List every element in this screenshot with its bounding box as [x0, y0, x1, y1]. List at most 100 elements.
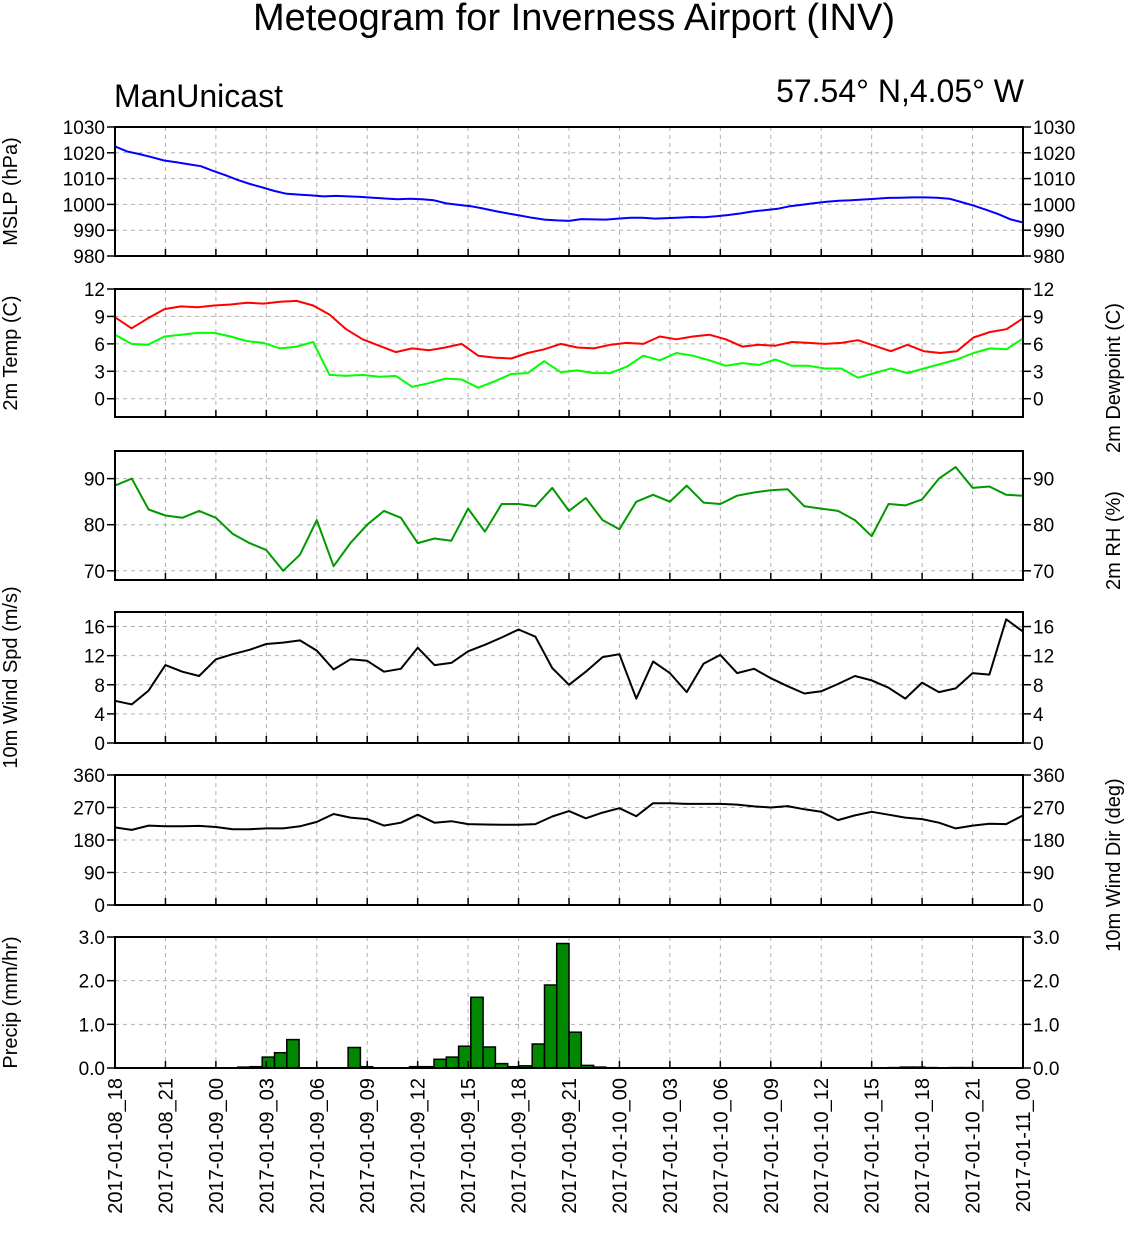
y-tick-label-right: 180	[1033, 831, 1065, 852]
y-tick-label-right: 360	[1033, 766, 1065, 787]
y-tick-label-right: 70	[1033, 562, 1054, 583]
y-tick-label: 1030	[63, 118, 105, 139]
y-tick-label: 990	[73, 221, 105, 242]
y-axis-label: 10m Wind Spd (m/s)	[0, 586, 22, 768]
y-axis-label: MSLP (hPa)	[0, 137, 22, 246]
y-tick-label: 0.0	[79, 1059, 105, 1080]
y-tick-label: 8	[94, 676, 105, 697]
y-axis-label: Precip (mm/hr)	[0, 936, 22, 1068]
y-tick-label-right: 1.0	[1033, 1015, 1059, 1036]
y-tick-label: 0	[94, 390, 105, 411]
y-tick-label-right: 0.0	[1033, 1059, 1059, 1080]
y-tick-label-right: 0	[1033, 390, 1044, 411]
y-tick-label-right: 1030	[1033, 118, 1075, 139]
y-tick-label-right: 0	[1033, 896, 1044, 917]
y-tick-label: 1.0	[79, 1015, 105, 1036]
y-tick-label: 12	[84, 280, 105, 301]
y-tick-label-right: 0	[1033, 734, 1044, 755]
y-tick-label: 1020	[63, 144, 105, 165]
x-tick-label: 2017-01-10_03	[660, 1078, 682, 1214]
y-tick-label-right: 90	[1033, 470, 1054, 491]
y-tick-label: 90	[84, 470, 105, 491]
x-tick-label: 2017-01-09_21	[559, 1078, 581, 1214]
precip-panel: 0.0 0.0 1.0 1.0 2.0 2.0 3.0 3.0 Precip (mm/hr)	[0, 928, 1059, 1080]
y-tick-label-right: 80	[1033, 516, 1054, 537]
x-tick-label: 2017-01-09_12	[408, 1078, 430, 1214]
y-tick-label: 1010	[63, 170, 105, 191]
precip-bar	[286, 1038, 300, 1069]
y-tick-label-right: 12	[1033, 280, 1054, 301]
y-tick-label-right: 1010	[1033, 170, 1075, 191]
precip-bar	[445, 1056, 460, 1069]
location-label: 57.54° N,4.05° W	[776, 73, 1025, 109]
y-tick-label-right: 1000	[1033, 195, 1075, 216]
x-tick-label: 2017-01-10_15	[862, 1078, 884, 1214]
x-tick-label: 2017-01-09_09	[357, 1078, 379, 1214]
y-tick-label-right: 270	[1033, 799, 1065, 820]
temp-panel: 0 0 3 3 6 6 9 9 12 12 2m Temp (C) 2m Dewpoint (C)	[0, 280, 1125, 453]
precip-bar	[457, 1045, 472, 1069]
y-tick-label: 12	[84, 647, 105, 668]
series-line	[114, 802, 1024, 831]
y-tick-label: 180	[73, 831, 105, 852]
y-tick-label: 3	[94, 362, 105, 383]
y-axis-label: 2m Temp (C)	[0, 295, 22, 410]
series-line	[114, 331, 1024, 389]
x-tick-label: 2017-01-10_12	[811, 1078, 833, 1214]
y-tick-label: 360	[73, 766, 105, 787]
rh-panel: 70 70 80 80 90 90 2m RH (%)	[84, 450, 1125, 590]
x-tick-label: 2017-01-10_00	[609, 1078, 631, 1214]
y-tick-label-right: 12	[1033, 647, 1054, 668]
y-tick-label-right: 980	[1033, 247, 1065, 268]
y-tick-label-right: 6	[1033, 335, 1044, 356]
y-tick-label: 3.0	[79, 928, 105, 949]
x-tick-label: 2017-01-09_18	[509, 1078, 531, 1214]
y-tick-label: 90	[84, 864, 105, 885]
precip-bar	[470, 996, 484, 1069]
y-tick-label: 80	[84, 516, 105, 537]
precip-bar	[555, 942, 570, 1069]
x-tick-label: 2017-01-10_21	[963, 1078, 985, 1214]
y-tick-label-right: 16	[1033, 618, 1054, 639]
wind-speed-panel: 0 0 4 4 8 8 12 12 16 16 10m Wind Spd (m/s)	[0, 586, 1054, 768]
y-tick-label: 9	[94, 307, 105, 328]
y-tick-label-right: 3	[1033, 362, 1044, 383]
y-tick-label-right: 9	[1033, 307, 1044, 328]
y-tick-label: 1000	[63, 195, 105, 216]
precip-bar	[273, 1051, 288, 1069]
x-tick-label: 2017-01-09_00	[206, 1078, 228, 1214]
x-tick-label: 2017-01-09_15	[458, 1078, 480, 1214]
series-line	[114, 299, 1024, 360]
x-tick-label: 2017-01-09_06	[307, 1078, 329, 1214]
precip-bar	[568, 1031, 583, 1069]
model-label: ManUnicast	[114, 78, 283, 114]
precip-bar	[482, 1046, 497, 1069]
y-tick-label: 0	[94, 734, 105, 755]
x-tick-label: 2017-01-08_21	[155, 1078, 177, 1214]
y-tick-label: 70	[84, 562, 105, 583]
precip-bar	[531, 1043, 546, 1069]
series-line	[114, 466, 1024, 572]
precip-bar	[433, 1058, 448, 1069]
y-axis-label-right: 10m Wind Dir (deg)	[1103, 778, 1125, 951]
mslp-panel: 980 980 990 990 1000 1000 1010 1010 1020 1020 1030…	[0, 118, 1075, 268]
y-tick-label: 16	[84, 618, 105, 639]
wind-dir-panel: 0 0 90 90 180 180 270 270 360 360 10m Wind Dir (de…	[73, 766, 1125, 952]
precip-bar	[347, 1046, 362, 1069]
x-tick-label: 2017-01-08_18	[105, 1078, 127, 1214]
precip-bar	[261, 1056, 276, 1069]
y-tick-label: 6	[94, 335, 105, 356]
y-axis-label-right: 2m Dewpoint (C)	[1103, 303, 1125, 453]
y-tick-label: 4	[94, 705, 105, 726]
y-tick-label: 2.0	[79, 972, 105, 993]
y-tick-label-right: 990	[1033, 221, 1065, 242]
y-tick-label-right: 2.0	[1033, 972, 1059, 993]
chart-title: Meteogram for Inverness Airport (INV)	[253, 0, 895, 39]
y-tick-label-right: 4	[1033, 705, 1044, 726]
y-tick-label-right: 90	[1033, 864, 1054, 885]
precip-bar	[543, 984, 558, 1069]
y-axis-label-right: 2m RH (%)	[1103, 491, 1125, 590]
x-tick-label: 2017-01-11_00	[1013, 1078, 1035, 1212]
